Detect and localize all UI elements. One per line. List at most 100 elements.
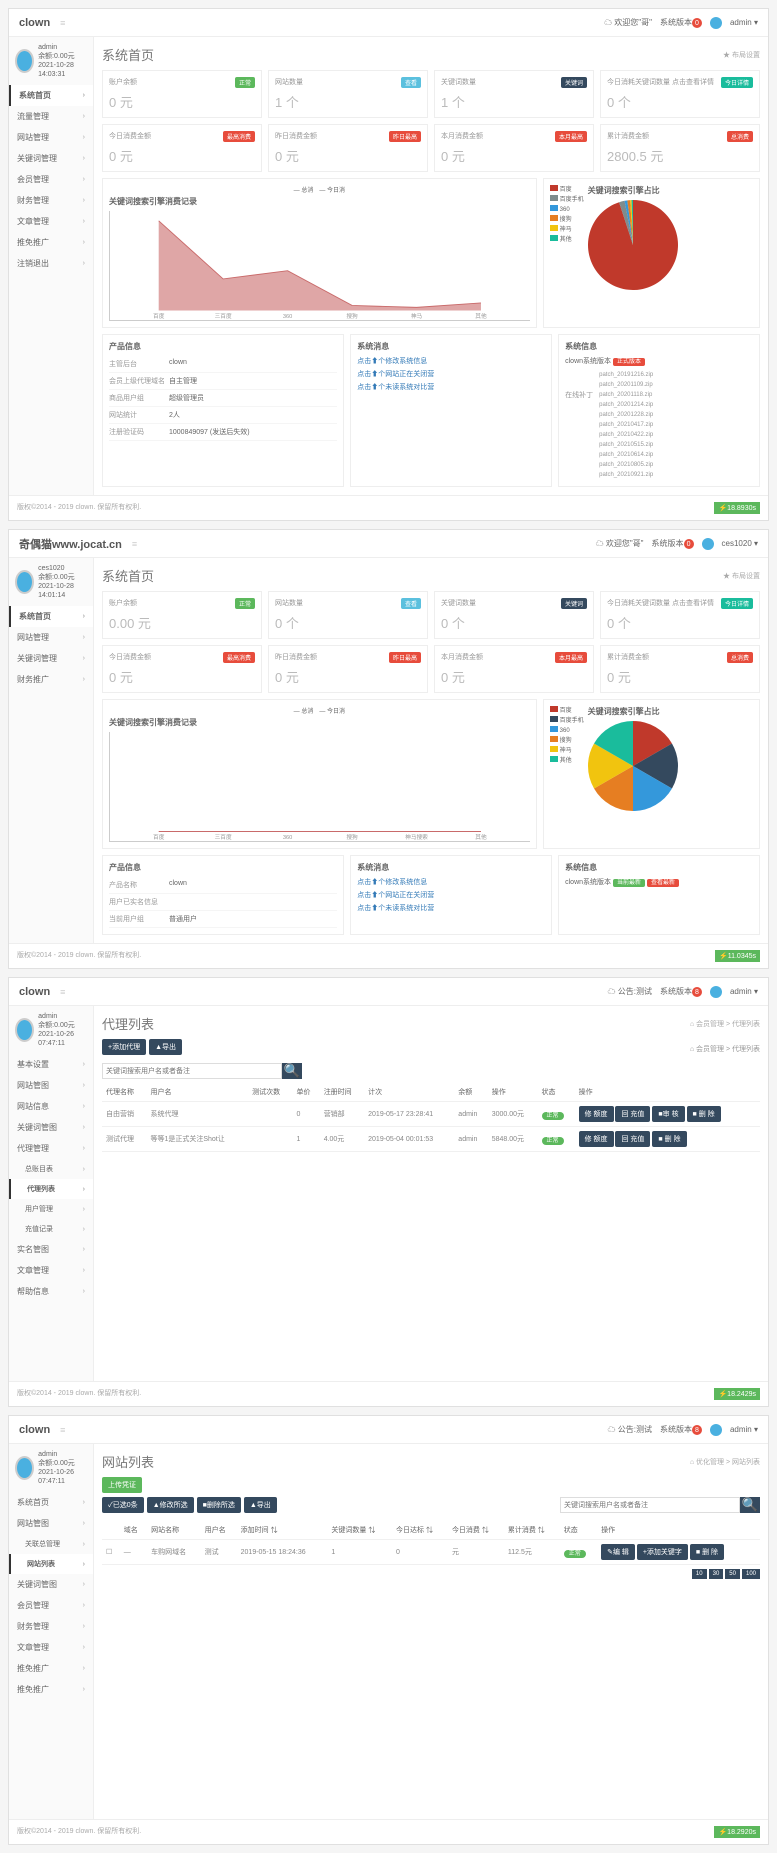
svg-text:三百度: 三百度	[215, 312, 232, 320]
user-menu[interactable]: ces1020 ▾	[722, 539, 758, 548]
menu-item[interactable]: 充值记录›	[9, 1219, 93, 1239]
user-menu[interactable]: admin ▾	[730, 1425, 758, 1434]
stat-card: 本月消费金额本月最高0 元	[434, 124, 594, 172]
menu-item[interactable]: 帮助信息›	[9, 1281, 93, 1302]
toolbar-btn[interactable]: +添加代理	[102, 1039, 146, 1055]
menu-item[interactable]: 推免推广›	[9, 232, 93, 253]
row-btn[interactable]: ✎编 辑	[601, 1544, 635, 1560]
stat-card: 今日消耗关键词数量 点击查看详情今日详情0 个	[600, 591, 760, 639]
menu-item[interactable]: 网站列表›	[9, 1554, 93, 1574]
menu-item[interactable]: 会员管理›	[9, 169, 93, 190]
search-btn[interactable]: 🔍	[282, 1063, 302, 1079]
topbar-link[interactable]: 系统版本8	[660, 1424, 702, 1436]
product-info: 产品信息主管后台clown会员上级代理域名自主管理商品用户组超级管理员网站统计2…	[102, 334, 344, 487]
footer: 版权©2014 - 2019 clown. 保留所有权利.⚡18.2429s	[9, 1381, 768, 1406]
row-btn[interactable]: ■ 删 除	[652, 1131, 686, 1147]
toolbar-btn[interactable]: ■删除所选	[197, 1497, 241, 1513]
topbar-link[interactable]: 系统版本0	[652, 538, 694, 550]
menu-item[interactable]: 网站管图›	[9, 1513, 93, 1534]
menu-item[interactable]: 代理列表›	[9, 1179, 93, 1199]
menu-item[interactable]: 系统首页›	[9, 85, 93, 106]
toolbar-btn[interactable]: 上传凭证	[102, 1477, 142, 1493]
search-btn[interactable]: 🔍	[740, 1497, 760, 1513]
stat-card: 今日消耗关键词数量 点击查看详情今日详情0 个	[600, 70, 760, 118]
topbar-link[interactable]: 系统版本0	[660, 17, 702, 29]
svg-text:百度: 百度	[153, 312, 165, 320]
row-btn[interactable]: 回 充值	[615, 1106, 650, 1122]
menu-item[interactable]: 文章管理›	[9, 1637, 93, 1658]
search-input[interactable]	[560, 1497, 740, 1513]
menu-item[interactable]: 基本设置›	[9, 1054, 93, 1075]
main-content: 网站列表⌂ 优化管理 > 网站列表 上传凭证 ✓已选0条▲修改所选■删除所选▲导出…	[94, 1444, 768, 1819]
svg-text:搜狗: 搜狗	[346, 312, 358, 320]
topbar-link[interactable]: ☁ 欢迎您"哥"	[596, 538, 644, 549]
menu-item[interactable]: 财务管理›	[9, 190, 93, 211]
row-btn[interactable]: 修 额度	[579, 1131, 614, 1147]
menu-item[interactable]: 网站信息›	[9, 1096, 93, 1117]
toolbar-btn[interactable]: ▲导出	[149, 1039, 182, 1055]
menu-item[interactable]: 总账目表›	[9, 1159, 93, 1179]
data-table: 代理名称用户名测试次数单价注册时间计次余额操作状态操作自由营销系统代理0营销部2…	[102, 1083, 760, 1152]
footer: 版权©2014 - 2019 clown. 保留所有权利.⚡11.0345s	[9, 943, 768, 968]
toolbar-btn[interactable]: ▲导出	[244, 1497, 277, 1513]
menu-item[interactable]: 关键词管理›	[9, 648, 93, 669]
row-btn[interactable]: 修 额度	[579, 1106, 614, 1122]
avatar-icon	[710, 17, 722, 29]
menu-item[interactable]: 用户管理›	[9, 1199, 93, 1219]
topbar-link[interactable]: ☁ 公告:测试	[608, 1424, 652, 1435]
page-title: 网站列表⌂ 优化管理 > 网站列表	[102, 1452, 760, 1471]
svg-text:360: 360	[283, 314, 292, 320]
menu-item[interactable]: 文章管理›	[9, 211, 93, 232]
row-btn[interactable]: ■审 核	[652, 1106, 684, 1122]
user-menu[interactable]: admin ▾	[730, 987, 758, 996]
stat-card: 账户余额正常0 元	[102, 70, 262, 118]
menu-item[interactable]: 网站管理›	[9, 627, 93, 648]
sys-msg: 系统消息点击⬆个修改系统信息点击⬆个网站正在关闭营点击⬆个未读系统对比营	[350, 334, 552, 487]
search-input[interactable]	[102, 1063, 282, 1079]
svg-text:神马搜索: 神马搜索	[405, 833, 428, 841]
topbar-link[interactable]: ☁ 公告:测试	[608, 986, 652, 997]
stat-card: 关键词数量关键词1 个	[434, 70, 594, 118]
menu-item[interactable]: 文章管理›	[9, 1260, 93, 1281]
row-btn[interactable]: +添加关键字	[637, 1544, 688, 1560]
pie-card: 百度百度手机360搜狗神马其他 关键词搜索引擎占比	[543, 699, 760, 849]
menu-item[interactable]: 会员管理›	[9, 1595, 93, 1616]
table-row: ☐—车购网域名测试2019-05-15 18:24:3610元112.5元正常✎…	[102, 1540, 760, 1565]
row-btn[interactable]: ■ 删 除	[690, 1544, 724, 1560]
menu-item[interactable]: 财务管理›	[9, 1616, 93, 1637]
menu-item[interactable]: 网站管图›	[9, 1075, 93, 1096]
menu-item[interactable]: 关键词管图›	[9, 1574, 93, 1595]
menu-item[interactable]: 关联总管理›	[9, 1534, 93, 1554]
brand: clown	[19, 986, 50, 998]
avatar-icon	[15, 1018, 34, 1042]
menu-item[interactable]: 注销退出›	[9, 253, 93, 274]
svg-text:神马: 神马	[411, 312, 423, 320]
menu-item[interactable]: 流量管理›	[9, 106, 93, 127]
sidebar: admin余额:0.00元2021-10-26 07:47:11 系统首页›网站…	[9, 1444, 94, 1819]
toolbar-btn[interactable]: ▲修改所选	[147, 1497, 194, 1513]
topbar-link[interactable]: 系统版本8	[660, 986, 702, 998]
row-btn[interactable]: 回 充值	[615, 1131, 650, 1147]
menu-item[interactable]: 系统首页›	[9, 1492, 93, 1513]
avatar-icon	[710, 1424, 722, 1436]
sys-msg: 系统消息点击⬆个修改系统信息点击⬆个网站正在关闭营点击⬆个未读系统对比营	[350, 855, 552, 935]
toolbar-btn[interactable]: ✓已选0条	[102, 1497, 144, 1513]
menu-item[interactable]: 推免推广›	[9, 1658, 93, 1679]
menu-item[interactable]: 关键词管理›	[9, 148, 93, 169]
menu-item[interactable]: 推免推广›	[9, 1679, 93, 1700]
stat-card: 账户余额正常0.00 元	[102, 591, 262, 639]
menu-item[interactable]: 实名管图›	[9, 1239, 93, 1260]
menu-item[interactable]: 系统首页›	[9, 606, 93, 627]
user-menu[interactable]: admin ▾	[730, 18, 758, 27]
topbar-link[interactable]: ☁ 欢迎您"哥"	[604, 17, 652, 28]
svg-text:其他: 其他	[475, 312, 487, 320]
profile: admin余额:0.00元2021-10-26 07:47:11	[9, 1006, 93, 1054]
chart-card: — 总消 — 今日消 关键词搜索引擎消费记录 百度三百度360搜狗神马其他	[102, 178, 537, 328]
product-info: 产品信息产品名称clown用户已实名信息当前用户组普通用户	[102, 855, 344, 935]
menu-item[interactable]: 网站管理›	[9, 127, 93, 148]
menu-item[interactable]: 财务推广›	[9, 669, 93, 690]
row-btn[interactable]: ■ 删 除	[687, 1106, 721, 1122]
menu-item[interactable]: 关键词管图›	[9, 1117, 93, 1138]
menu-item[interactable]: 代理管理›	[9, 1138, 93, 1159]
stat-card: 昨日消费金额昨日最高0 元	[268, 645, 428, 693]
